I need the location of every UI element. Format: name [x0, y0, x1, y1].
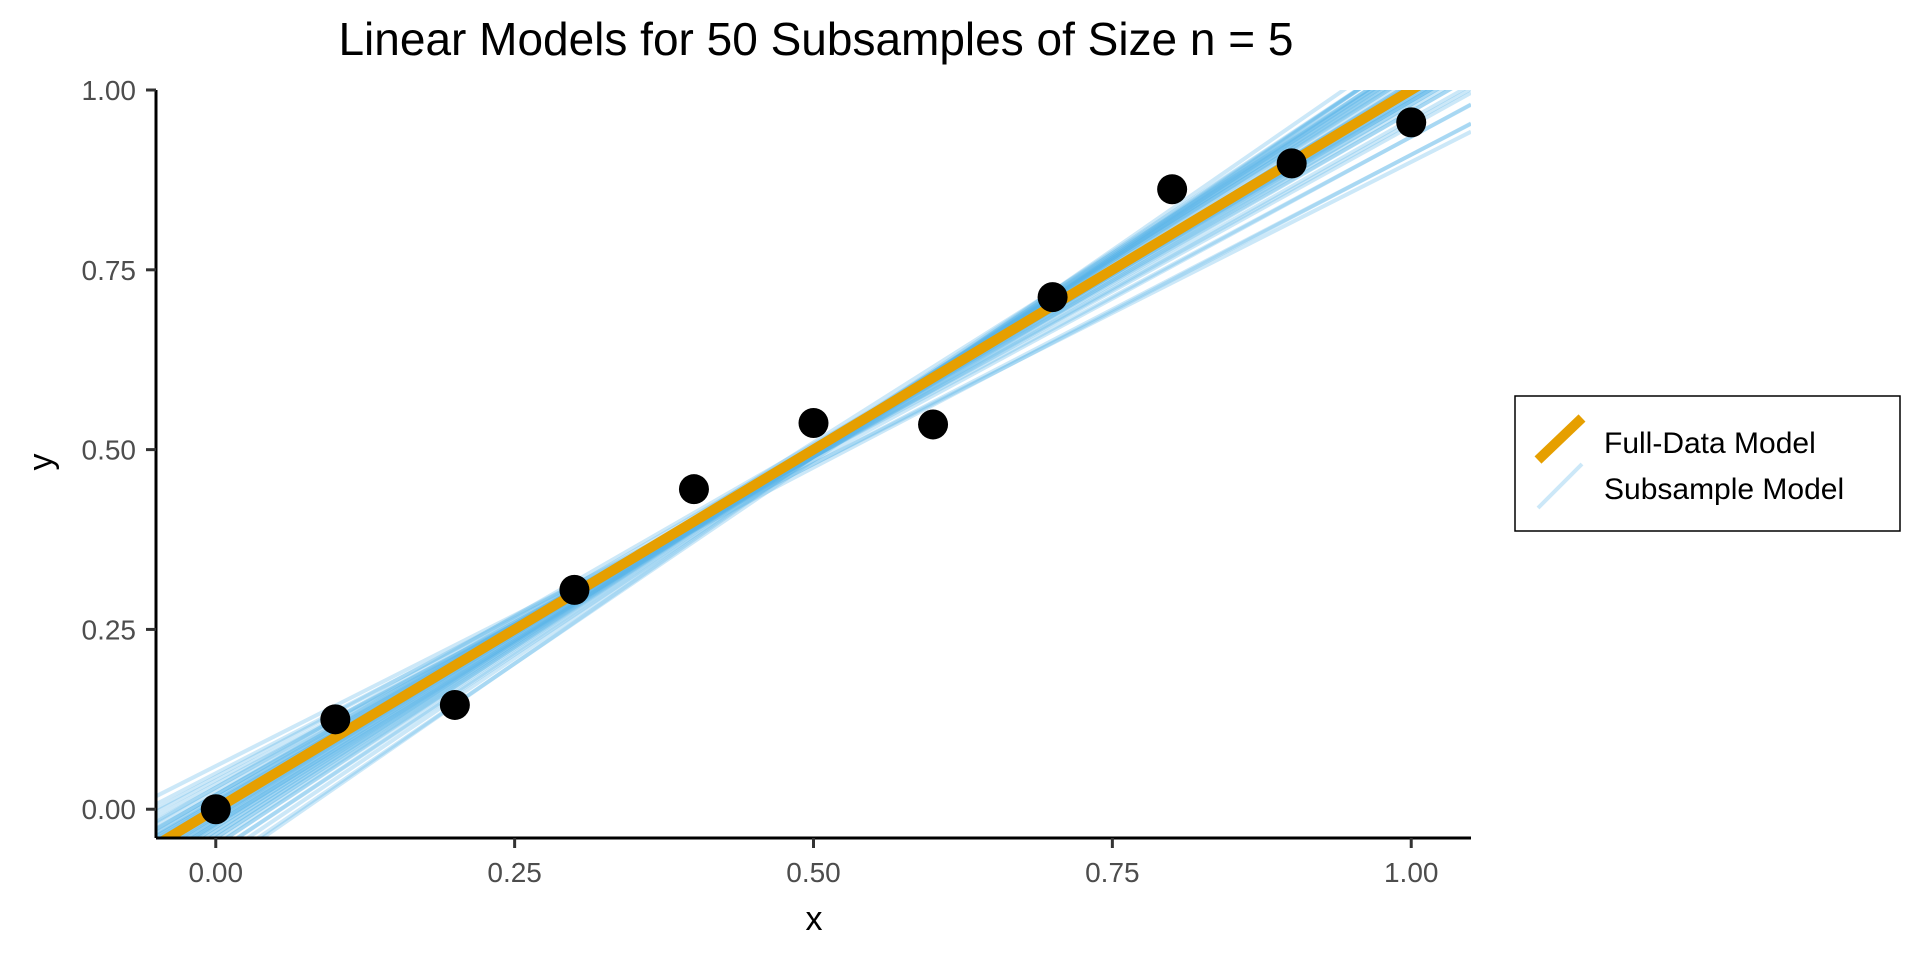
subsample-model-line	[156, 90, 1467, 831]
y-tick-label: 1.00	[82, 75, 137, 106]
subsample-model-line	[259, 90, 1348, 838]
data-point	[1157, 174, 1188, 205]
x-tick-label: 0.00	[189, 857, 244, 888]
data-point	[1037, 282, 1068, 313]
subsample-model-line	[183, 90, 1376, 838]
chart-title: Linear Models for 50 Subsamples of Size …	[338, 13, 1293, 65]
legend-label-full-data-model: Full-Data Model	[1604, 427, 1816, 460]
full-data-model-line	[158, 90, 1421, 838]
subsample-model-line	[156, 102, 1471, 819]
x-tick-label: 0.50	[786, 857, 841, 888]
legend-box	[1514, 395, 1901, 532]
subsample-model-line	[156, 129, 1471, 799]
x-axis-ticks: 0.00 0.25 0.50 0.75 1.00	[189, 838, 1439, 888]
data-point	[439, 689, 470, 720]
legend-label-subsample-model: Subsample Model	[1604, 473, 1844, 506]
y-axis-ticks: 0.00 0.25 0.50 0.75 1.00	[82, 75, 156, 825]
subsample-model-line	[244, 90, 1362, 838]
y-axis-title: y	[22, 454, 60, 471]
subsample-lines-group	[156, 90, 1471, 838]
x-axis-title: x	[806, 900, 823, 938]
legend-key-subsample-model	[1536, 462, 1584, 510]
data-point	[678, 474, 709, 505]
data-point	[559, 574, 590, 605]
data-points-group	[200, 107, 1427, 825]
data-point	[918, 409, 949, 440]
data-point	[1396, 107, 1427, 138]
y-tick-label: 0.25	[82, 614, 137, 645]
y-tick-label: 0.75	[82, 255, 137, 286]
subsample-model-line	[156, 90, 1471, 827]
legend: Full-Data Model Subsample Model	[1514, 395, 1901, 532]
subsample-model-line	[254, 90, 1362, 838]
subsample-model-line	[156, 91, 1471, 823]
data-point	[200, 794, 231, 825]
subsample-model-line	[156, 122, 1471, 806]
data-point	[320, 704, 351, 735]
y-tick-label: 0.50	[82, 435, 137, 466]
y-tick-label: 0.00	[82, 794, 137, 825]
legend-key-full-data-model	[1534, 414, 1586, 464]
subsample-model-line	[156, 121, 1471, 814]
x-tick-label: 1.00	[1384, 857, 1439, 888]
subsample-model-line	[233, 90, 1372, 838]
x-tick-label: 0.25	[487, 857, 542, 888]
full-model-line-group	[158, 90, 1421, 838]
data-point	[798, 408, 829, 439]
data-point	[1276, 148, 1307, 179]
x-tick-label: 0.75	[1085, 857, 1140, 888]
subsample-model-line	[156, 102, 1471, 811]
